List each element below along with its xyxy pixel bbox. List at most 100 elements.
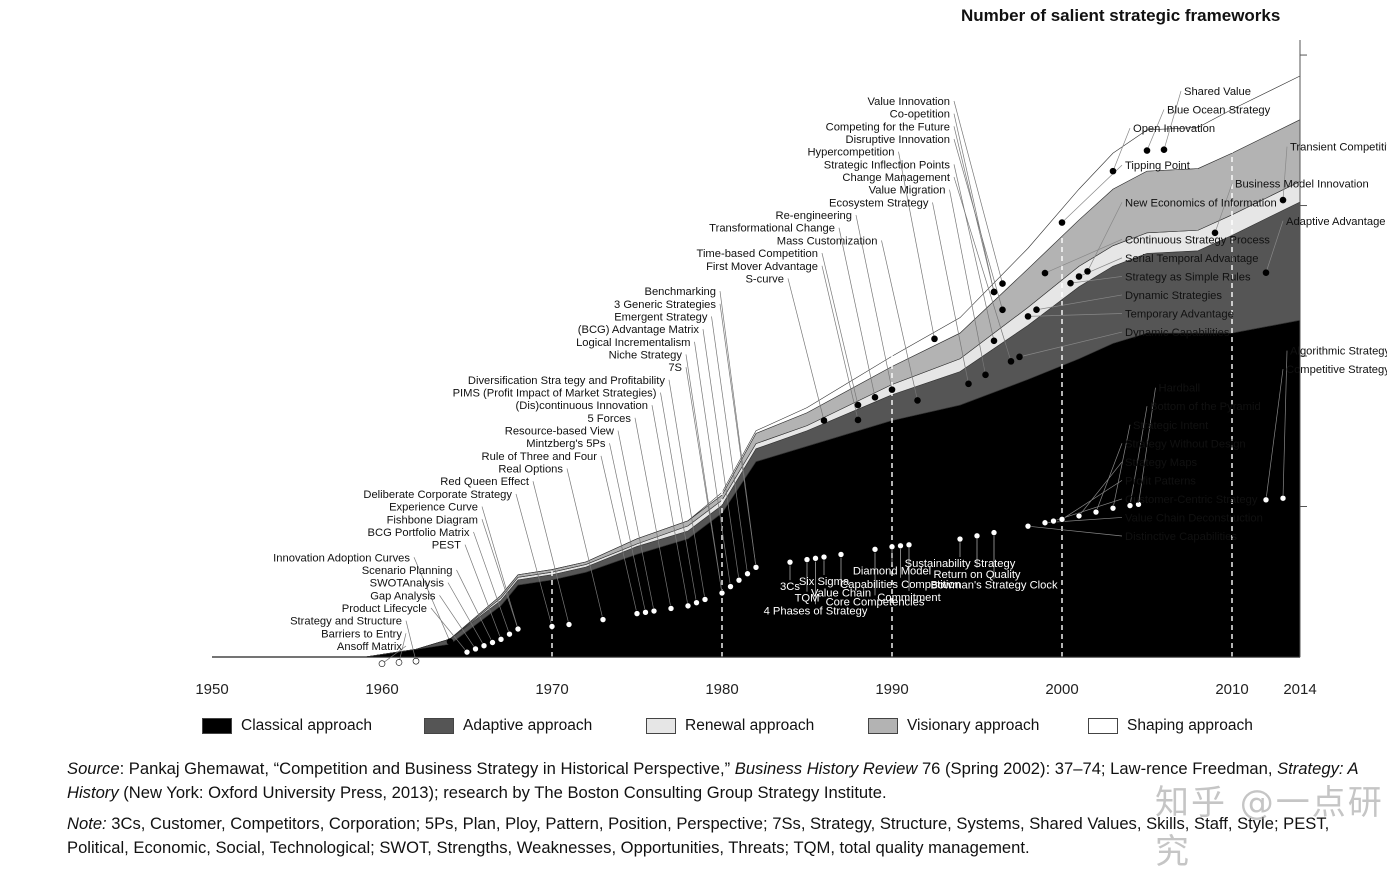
- leader-line: [1265, 369, 1284, 500]
- annotation-label: Co-opetition: [890, 109, 950, 121]
- source-label: Source: [67, 759, 120, 778]
- annotation-point: [1109, 167, 1117, 175]
- annotation-point: [1007, 358, 1015, 365]
- annotation-point: [854, 401, 862, 409]
- annotation-point: [514, 625, 522, 633]
- leader-line: [855, 214, 893, 390]
- annotation-point: [701, 596, 709, 603]
- source-text: 76 (Spring 2002): 37–74; Law-rence Freed…: [917, 759, 1278, 778]
- stacked-area-chart: 1950 1960 1970 1980 1990 2000 2010 2014 Ansoff …: [195, 40, 1387, 698]
- annotation-point: [480, 642, 488, 650]
- annotation-label: Barriers to Entry: [321, 628, 402, 640]
- leader-line: [1112, 127, 1131, 172]
- watermark: 知乎 @一点研究: [1155, 783, 1384, 872]
- annotation-label: Ansoff Matrix: [337, 641, 402, 653]
- leader-line: [1087, 202, 1123, 272]
- annotation-label: Strategic Intent: [1133, 420, 1209, 432]
- annotation-point: [446, 638, 454, 645]
- annotation-point: [1058, 219, 1066, 226]
- source-notes: Source: Pankaj Ghemawat, “Competition an…: [67, 757, 1377, 859]
- annotation-label: Product Lifecycle: [342, 603, 427, 615]
- annotation-label: Hypercompetition: [807, 147, 894, 159]
- annotation-point: [1024, 313, 1032, 320]
- annotation-point: [1092, 508, 1100, 516]
- leader-line: [1138, 387, 1156, 505]
- leader-line: [439, 595, 476, 650]
- annotation-label: Profit Patterns: [1125, 475, 1196, 487]
- annotation-point: [1135, 501, 1142, 508]
- annotation-point: [888, 386, 896, 393]
- annotation-point: [752, 564, 760, 571]
- legend-swatch: [1088, 718, 1118, 734]
- annotation-label: Resource-based View: [505, 426, 615, 438]
- annotation-label: Transient Competitive Advantage: [1290, 142, 1387, 154]
- annotation-point: [1075, 273, 1083, 280]
- annotation-label: Strategy and Structure: [290, 616, 402, 628]
- area-layers: [364, 75, 1301, 658]
- leader-line: [1027, 525, 1123, 537]
- source-text: (New York: Oxford University Press, 2013…: [118, 782, 887, 802]
- x-tick-label: 1980: [705, 681, 738, 698]
- leader-line: [668, 379, 706, 600]
- leader-line: [1061, 164, 1123, 223]
- annotation-point: [1067, 279, 1074, 287]
- leader-line: [515, 493, 553, 627]
- annotation-label: Scenario Planning: [362, 565, 453, 577]
- annotation-label: Core Competencies: [826, 596, 925, 608]
- annotation-point: [931, 335, 938, 343]
- annotation-point: [956, 535, 964, 543]
- leader-line: [881, 240, 918, 401]
- annotation-label: Diversification Stra tegy and Profitabil…: [468, 375, 666, 387]
- annotation-point: [735, 576, 743, 584]
- annotation-label: Value Innovation: [867, 96, 950, 108]
- annotation-point: [905, 541, 913, 549]
- source-book: Strategy: A History: [67, 759, 1358, 802]
- annotation-label: PIMS (Profit Impact of Market Strategies…: [453, 388, 657, 400]
- annotation-label: Bottom of the Pyramid: [1150, 401, 1261, 413]
- annotation-label: TQM: [795, 593, 820, 605]
- annotation-point: [990, 288, 998, 296]
- legend-label: Classical approach: [241, 717, 372, 734]
- axes: 1950 1960 1970 1980 1990 2000 2010 2014: [195, 40, 1317, 698]
- annotation-label: Customer-Centric Strategy: [1125, 494, 1258, 506]
- annotation-label: Blue Ocean Strategy: [1167, 105, 1271, 117]
- chart-title: Number of salient strategic frameworks: [961, 6, 1281, 25]
- leader-line: [1019, 331, 1123, 358]
- leader-line: [609, 443, 646, 613]
- annotation-point: [820, 417, 828, 424]
- annotation-label: Fishbone Diagram: [387, 514, 478, 526]
- leader-line: [1061, 480, 1123, 520]
- annotation-point: [599, 616, 607, 623]
- annotation-label: Competitive Strategy: Options and Games: [1286, 364, 1387, 376]
- annotation-label: Shared Value: [1184, 86, 1251, 98]
- annotation-label: Serial Temporal Advantage: [1125, 253, 1259, 265]
- leader-line: [1146, 109, 1165, 151]
- x-tick-label: 1960: [365, 681, 398, 698]
- leader-line: [405, 620, 417, 662]
- annotation-label: Competing for the Future: [826, 121, 950, 133]
- leader-line: [1282, 146, 1288, 201]
- annotation-point: [1262, 269, 1270, 276]
- annotation-point: [684, 602, 692, 610]
- annotation-point: [812, 555, 819, 562]
- annotation-label: Capabilities Competition: [840, 579, 961, 591]
- annotation-label: Rule of Three and Four: [482, 451, 598, 463]
- annotation-label: Value Chain Deconstruction: [1125, 512, 1263, 524]
- annotation-point: [1109, 504, 1117, 512]
- leader-line: [566, 468, 604, 620]
- annotation-label: Mass Customization: [777, 235, 878, 247]
- annotation-label: Temporary Advantage: [1125, 309, 1234, 321]
- legend-item-adaptive: Adaptive approach: [424, 716, 592, 736]
- source-paragraph: Source: Pankaj Ghemawat, “Competition an…: [67, 757, 1377, 804]
- leader-line: [1053, 498, 1123, 522]
- annotation-label: (BCG) Advantage Matrix: [578, 324, 700, 336]
- leader-line: [787, 278, 825, 421]
- leader-line: [473, 531, 510, 635]
- annotation-label: 5 Forces: [587, 413, 631, 425]
- leader-line: [719, 291, 757, 568]
- annotation-point: [803, 556, 811, 563]
- annotation-label: BCG Portfolio Matrix: [368, 527, 470, 539]
- annotation-label: 4 Phases of Strategy: [764, 605, 868, 617]
- annotation-point: [982, 371, 989, 379]
- annotation-label: Return on Quality: [933, 569, 1020, 581]
